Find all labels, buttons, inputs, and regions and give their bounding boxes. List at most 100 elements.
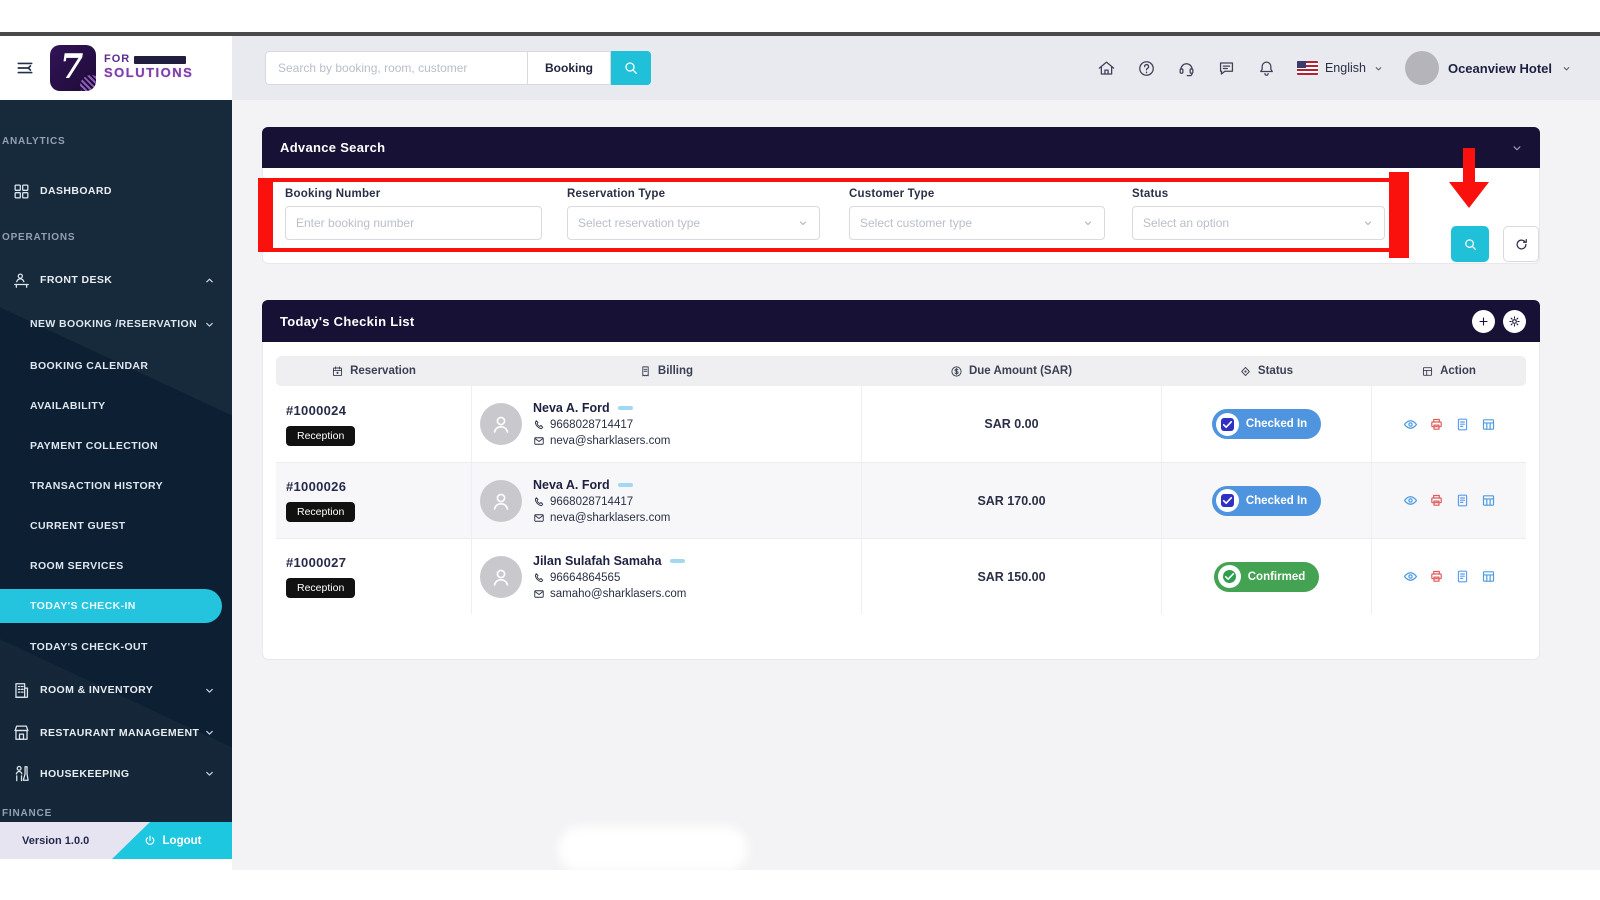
search-input[interactable] (265, 51, 527, 85)
table-settings-button[interactable] (1503, 310, 1526, 333)
guest-email: neva@sharklasers.com (533, 435, 670, 447)
sidebar-item-label: CURRENT GUEST (30, 520, 126, 532)
advanced-search-reset-button[interactable] (1503, 226, 1539, 262)
sidebar-item-housekeeping[interactable]: HOUSEKEEPING (0, 753, 232, 794)
due-amount: SAR 170.00 (977, 494, 1045, 508)
sidebar-item-transaction-history[interactable]: TRANSACTION HISTORY (0, 466, 232, 506)
advance-search-fields: Booking NumberEnter booking numberReserv… (262, 168, 1540, 264)
sidebar-item-label: ROOM & INVENTORY (40, 684, 153, 696)
account-menu[interactable]: Oceanview Hotel (1405, 51, 1572, 85)
sidebar-item-booking-calendar[interactable]: BOOKING CALENDAR (0, 346, 232, 386)
booking-id[interactable]: #1000026 (286, 479, 346, 494)
checkin-table-header: ReservationBillingDue Amount (SAR)Status… (276, 356, 1526, 386)
support-icon[interactable] (1177, 59, 1196, 78)
status-select[interactable]: Select an option (1132, 206, 1385, 240)
sidebar-item-restaurant-management[interactable]: RESTAURANT MANAGEMENT (0, 712, 232, 753)
sidebar-item-room-inventory[interactable]: ROOM & INVENTORY (0, 668, 232, 712)
chevron-down-icon (203, 726, 216, 739)
advanced-search-submit-button[interactable] (1451, 226, 1489, 262)
view-icon[interactable] (1403, 417, 1418, 432)
search-icon (1463, 237, 1478, 252)
status-badge: Checked In (1212, 486, 1321, 516)
folio-icon[interactable] (1481, 493, 1496, 508)
collapse-chevron-icon[interactable] (1510, 141, 1524, 155)
booking-id[interactable]: #1000024 (286, 403, 346, 418)
sidebar-item-payment-collection[interactable]: PAYMENT COLLECTION (0, 426, 232, 466)
version-label: Version 1.0.0 (22, 822, 89, 859)
reservation-column-icon (331, 365, 344, 378)
field-placeholder: Select customer type (860, 216, 972, 230)
folio-icon[interactable] (1481, 569, 1496, 584)
invoice-icon[interactable] (1455, 569, 1470, 584)
sidebar-item-current-guest[interactable]: CURRENT GUEST (0, 506, 232, 546)
advance-search-panel: Advance Search Booking NumberEnter booki… (262, 127, 1540, 264)
print-icon[interactable] (1429, 569, 1444, 584)
status-label: Checked In (1246, 418, 1307, 430)
sidebar-item-new-booking-reservation[interactable]: NEW BOOKING /RESERVATION (0, 302, 232, 346)
billing-cell: Neva A. Ford9668028714417neva@sharklaser… (471, 386, 861, 462)
field-label: Reservation Type (567, 188, 820, 200)
chat-icon[interactable] (1217, 59, 1236, 78)
search-category-select[interactable]: Booking (527, 51, 611, 85)
sidebar-footer: Version 1.0.0 Logout (0, 822, 232, 859)
sidebar-item-room-services[interactable]: ROOM SERVICES (0, 546, 232, 586)
due-amount: SAR 0.00 (984, 417, 1038, 431)
sidebar-logo-row: 7 FOR SOLUTIONS (0, 36, 232, 100)
field-reservation-type: Reservation Type Select reservation type (567, 188, 820, 240)
sidebar-item-availability[interactable]: AVAILABILITY (0, 386, 232, 426)
sidebar-item-today-s-check-in[interactable]: TODAY'S CHECK-IN (0, 586, 232, 626)
gear-icon (1508, 315, 1521, 328)
guest-name: Neva A. Ford (533, 478, 610, 492)
view-icon[interactable] (1403, 493, 1418, 508)
avatar (1405, 51, 1439, 85)
booking-number-input[interactable]: Enter booking number (285, 206, 542, 240)
email-icon (533, 435, 545, 447)
front-desk-icon (12, 271, 31, 290)
print-icon[interactable] (1429, 493, 1444, 508)
housekeeping-icon (12, 764, 31, 783)
booking-id[interactable]: #1000027 (286, 555, 346, 570)
source-badge: Reception (286, 502, 355, 522)
search-button[interactable] (611, 51, 651, 85)
view-icon[interactable] (1403, 569, 1418, 584)
invoice-icon[interactable] (1455, 417, 1470, 432)
notification-icon[interactable] (1257, 59, 1276, 78)
customer-type-select[interactable]: Select customer type (849, 206, 1105, 240)
print-icon[interactable] (1429, 417, 1444, 432)
reservation-type-select[interactable]: Select reservation type (567, 206, 820, 240)
sidebar-toggle-icon[interactable] (14, 58, 36, 78)
chevron-down-icon (1362, 217, 1374, 229)
sidebar-item-dashboard[interactable]: DASHBOARD (0, 168, 232, 214)
guest-avatar (480, 403, 522, 445)
guest-email: samaho@sharklasers.com (533, 588, 686, 600)
checkin-list-panel: Today's Checkin List ReservationBillingD… (262, 300, 1540, 660)
action-cell (1371, 386, 1526, 462)
sidebar-item-front-desk[interactable]: FRONT DESK (0, 258, 232, 302)
column-header-billing: Billing (471, 365, 861, 378)
sidebar-item-today-s-check-out[interactable]: TODAY'S CHECK-OUT (0, 626, 232, 668)
due-amount-column-icon (950, 365, 963, 378)
checkin-list-header: Today's Checkin List (262, 300, 1540, 342)
guest-email-address: samaho@sharklasers.com (550, 588, 686, 600)
reservation-cell: #1000026 Reception (276, 463, 471, 538)
billing-cell: Jilan Sulafah Samaha96664864565samaho@sh… (471, 539, 861, 614)
main-content: Advance Search Booking NumberEnter booki… (232, 100, 1600, 870)
topbar: Booking English Oceanview Hotel (232, 36, 1600, 100)
status-check-icon (1216, 413, 1239, 436)
help-icon[interactable] (1137, 59, 1156, 78)
brand-logo: 7 (50, 45, 96, 91)
home-icon[interactable] (1097, 59, 1116, 78)
language-select[interactable]: English (1297, 61, 1384, 75)
status-badge: Checked In (1212, 409, 1321, 439)
sidebar-item-label: AVAILABILITY (30, 400, 106, 412)
invoice-icon[interactable] (1455, 493, 1470, 508)
status-check-core (1223, 570, 1236, 583)
add-booking-button[interactable] (1472, 310, 1495, 333)
folio-icon[interactable] (1481, 417, 1496, 432)
logout-button[interactable]: Logout (112, 822, 232, 859)
column-header-action: Action (1371, 365, 1526, 378)
sidebar-section-operations: OPERATIONS (0, 214, 232, 258)
phone-icon (533, 419, 545, 431)
column-label: Reservation (350, 365, 416, 377)
reservation-cell: #1000024Reception (276, 386, 471, 462)
